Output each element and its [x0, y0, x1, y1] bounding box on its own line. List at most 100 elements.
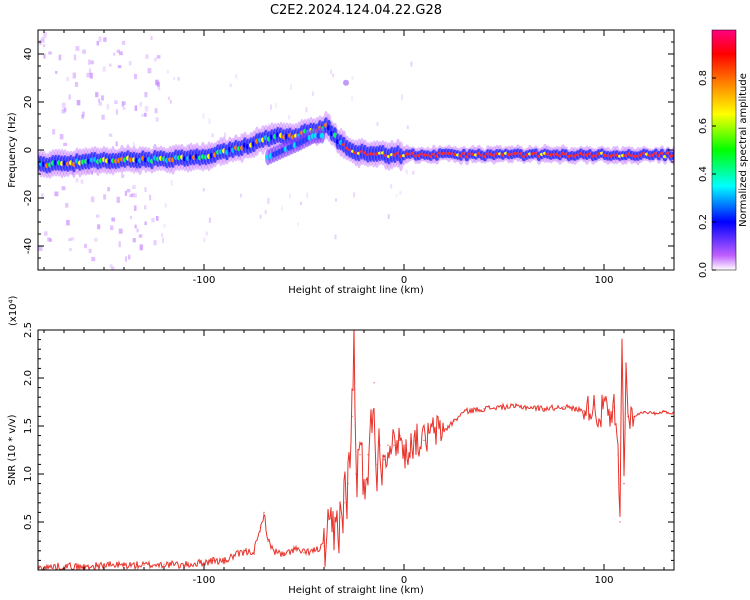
noise-speckle: [145, 222, 147, 226]
noise-speckle: [156, 216, 158, 221]
noise-speckle: [377, 122, 379, 126]
noise-speckle: [134, 74, 137, 79]
noise-speckle: [89, 68, 91, 74]
snr-data-point: [643, 411, 644, 412]
snr-data-point: [379, 445, 380, 446]
noise-speckle: [97, 224, 100, 229]
noise-speckle: [171, 180, 173, 186]
noise-speckle: [98, 99, 100, 103]
y-tick-label: -20: [23, 190, 34, 206]
snr-data-point: [213, 560, 214, 561]
noise-speckle: [103, 194, 106, 199]
snr-data-point: [583, 410, 584, 411]
spectrogram-panel: -100 0 100 -40 -20 0 20 40 Height of straight …: [7, 30, 677, 296]
noise-speckle: [47, 238, 51, 242]
noise-speckle: [289, 194, 291, 199]
noise-speckle: [74, 55, 76, 61]
snr-data-point: [543, 408, 544, 409]
noise-speckle: [288, 115, 290, 120]
noise-speckle: [352, 76, 354, 81]
noise-speckle: [209, 119, 211, 125]
y-tick-label: 1.0: [23, 466, 34, 482]
colorbar-tick-label: 0.6: [698, 118, 709, 134]
snr-panel: -100 0 100 0.5 1.0 1.5 2.0 2.5 Height of strai…: [7, 295, 675, 596]
y-tick-label: 2.0: [23, 370, 34, 386]
snr-data-point: [183, 565, 184, 566]
noise-speckle: [96, 215, 100, 218]
snr-data-point: [355, 473, 356, 474]
noise-speckle: [75, 82, 78, 87]
noise-speckle: [130, 216, 132, 219]
noise-speckle: [390, 184, 392, 188]
noise-speckle: [101, 115, 104, 120]
noise-speckle: [203, 113, 205, 119]
snr-data-point: [253, 550, 254, 551]
noise-speckle: [43, 54, 45, 59]
snr-data-point: [333, 536, 334, 537]
noise-speckle: [44, 231, 48, 235]
noise-speckle: [125, 191, 127, 196]
noise-speckle: [122, 101, 124, 106]
noise-speckle: [69, 248, 71, 251]
noise-speckle: [48, 52, 51, 55]
noise-speckle: [73, 73, 76, 79]
snr-data-point: [399, 435, 400, 436]
noise-speckle: [209, 218, 211, 223]
snr-data-point: [363, 483, 364, 484]
snr-data-point: [263, 512, 264, 513]
noise-speckle: [107, 187, 110, 191]
noise-speckle: [119, 241, 121, 247]
noise-speckle: [68, 94, 71, 99]
spectrogram-y-axis-label: Frequency (Hz): [7, 112, 18, 188]
noise-speckle: [235, 74, 237, 78]
noise-speckle: [168, 97, 170, 100]
colorbar-tick-label: 0.0: [698, 262, 709, 278]
noise-speckle: [306, 107, 308, 112]
snr-data-point: [223, 561, 224, 562]
noise-speckle: [82, 50, 86, 54]
noise-speckle: [129, 61, 132, 65]
noise-speckle: [41, 37, 44, 42]
noise-speckle: [91, 257, 95, 261]
snr-data-point: [203, 562, 204, 563]
noise-speckle: [125, 256, 127, 262]
noise-speckle: [203, 188, 205, 191]
noise-speckle: [103, 67, 106, 72]
snr-y-scale-note: (x10⁴): [8, 295, 19, 326]
figure-title: C2E2.2024.124.04.22.G28: [270, 3, 442, 18]
noise-speckle: [164, 224, 166, 228]
noise-speckle: [52, 129, 55, 134]
noise-speckle: [300, 202, 302, 205]
noise-speckle: [275, 103, 277, 108]
snr-data-point: [313, 550, 314, 551]
noise-speckle: [119, 51, 123, 55]
noise-speckle: [145, 54, 148, 59]
snr-data-point: [625, 363, 626, 364]
noise-speckle: [101, 95, 104, 100]
snr-data-point: [273, 550, 274, 551]
snr-data-point: [143, 565, 144, 566]
snr-data-point: [373, 382, 374, 383]
snr-data-point: [243, 552, 244, 553]
snr-data-point: [343, 502, 344, 503]
snr-data-point: [267, 541, 268, 542]
noise-speckle: [77, 100, 81, 105]
x-tick-label: -100: [193, 575, 216, 586]
snr-data-point: [353, 339, 354, 340]
noise-speckle: [265, 210, 267, 214]
snr-data-point: [339, 517, 340, 518]
noise-speckle: [134, 205, 137, 211]
snr-data-point: [63, 566, 64, 567]
noise-speckle: [62, 109, 66, 113]
snr-data-point: [609, 425, 610, 426]
noise-speckle: [335, 198, 337, 201]
noise-speckle: [60, 134, 64, 140]
noise-speckle: [134, 193, 137, 197]
noise-speckle: [206, 232, 208, 236]
snr-data-point: [283, 555, 284, 556]
noise-speckle: [82, 112, 85, 117]
snr-data-point: [627, 416, 628, 417]
snr-data-point: [359, 454, 360, 455]
noise-speckle: [97, 41, 99, 46]
